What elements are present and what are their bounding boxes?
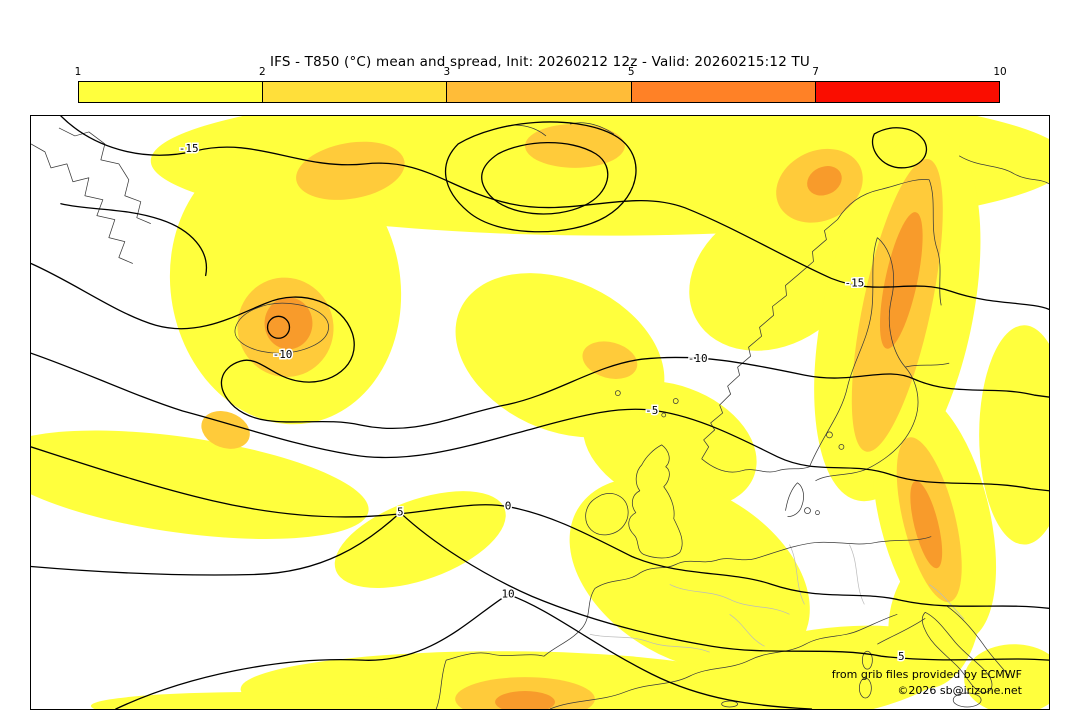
contour-labels: -15 -15 -10 -10 -5 0 5 5 10 xyxy=(177,140,906,664)
contour-line xyxy=(31,352,1049,492)
contour-label: -15 xyxy=(844,276,864,289)
legend-segment-1-2 xyxy=(79,82,264,102)
spread-blob xyxy=(296,141,405,200)
spread-blob xyxy=(979,325,1049,545)
contour-line xyxy=(481,142,609,215)
lake xyxy=(826,431,833,439)
spread-blob xyxy=(689,200,860,351)
spread-blob xyxy=(582,341,638,379)
legend-tick-5: 5 xyxy=(627,66,635,78)
border-line xyxy=(669,584,790,615)
legend-segment-3-5 xyxy=(447,82,632,102)
contour-label: -10 xyxy=(688,352,708,365)
coastline-orkney xyxy=(661,412,667,418)
coastline-island xyxy=(804,507,811,515)
legend-tick-10: 10 xyxy=(993,66,1007,78)
spread-blob xyxy=(964,644,1049,709)
spread-blob xyxy=(90,692,411,709)
coastline-adriatic xyxy=(946,606,1010,677)
spread-blob xyxy=(879,212,923,349)
contour-label: -15 xyxy=(179,142,199,155)
coastline-italy xyxy=(921,611,993,693)
coastline-genoa xyxy=(877,617,926,645)
legend-segment-5-7 xyxy=(631,82,816,102)
contour-line xyxy=(115,593,813,709)
coastline-continental-north xyxy=(594,536,932,589)
page-title: IFS - T850 (°C) mean and spread, Init: 2… xyxy=(269,54,811,70)
coastline-gulf-of-finland xyxy=(905,362,950,368)
coastline-denmark xyxy=(785,482,804,518)
coastline-biscay-iberia xyxy=(435,588,596,709)
spread-blob xyxy=(31,430,369,539)
coastline-faroes xyxy=(614,390,621,396)
contour-line xyxy=(31,262,1049,430)
coastline-iceland xyxy=(234,302,329,354)
contour-line xyxy=(31,446,1049,609)
contour-label: 0 xyxy=(505,500,512,513)
coastline-great-britain xyxy=(628,444,683,559)
coastline-barents xyxy=(958,155,1049,185)
credit-ecmwf: from grib files provided by ECMWF xyxy=(831,668,1022,681)
legend-segment-7-10 xyxy=(815,82,1000,102)
legend-segment-2-3 xyxy=(263,82,448,102)
contour-line xyxy=(31,511,1049,661)
coastlines xyxy=(31,122,1049,709)
contour-label: 5 xyxy=(397,506,404,519)
contour-label: -5 xyxy=(645,404,658,417)
spread-blob xyxy=(495,691,555,709)
contour-line xyxy=(60,203,208,277)
coastline-skagerrak xyxy=(701,458,810,473)
spread-high-group xyxy=(264,166,943,709)
contour-line xyxy=(60,116,1049,310)
weather-map-canvas: -15 -15 -10 -10 -5 0 5 5 10 xyxy=(31,116,1049,709)
coastline-ireland xyxy=(585,493,629,536)
spread-blob xyxy=(807,166,842,196)
contour-line xyxy=(444,121,637,233)
spread-blob xyxy=(201,411,250,449)
border-line xyxy=(729,614,765,647)
temperature-contours xyxy=(31,116,1049,709)
border-line xyxy=(789,544,805,605)
border-line xyxy=(849,544,865,605)
spread-blob xyxy=(582,380,757,509)
coastline-sicily xyxy=(952,692,982,708)
coastline-shetland xyxy=(672,398,679,404)
legend-tick-2: 2 xyxy=(259,66,266,78)
spread-blob xyxy=(569,476,810,673)
spread-blob xyxy=(910,481,943,569)
coastline-corsica xyxy=(861,650,873,670)
contour-label: -10 xyxy=(273,348,293,361)
coastline-norway xyxy=(701,219,838,460)
coastline-greenland xyxy=(58,127,151,224)
legend-ticks: 1 2 3 5 7 10 xyxy=(74,66,1007,81)
coastline-north-cape xyxy=(837,179,930,220)
lake xyxy=(838,444,845,450)
contour-line xyxy=(872,127,928,169)
weather-map: -15 -15 -10 -10 -5 0 5 5 10 xyxy=(30,115,1050,710)
spread-blob xyxy=(334,491,506,588)
coastline-balearics xyxy=(721,700,738,708)
contour-line xyxy=(266,315,291,339)
contour-label: 10 xyxy=(501,587,514,600)
legend-tick-7: 7 xyxy=(812,66,819,78)
coastline-mediterranean xyxy=(549,613,898,709)
border-line xyxy=(589,633,710,653)
contour-label: 5 xyxy=(898,650,905,663)
coastline-island xyxy=(815,510,820,516)
border-line xyxy=(929,584,965,620)
political-borders xyxy=(589,544,965,653)
coastline-sardinia xyxy=(858,677,872,699)
credit-copyright: ©2026 sb@irizone.net xyxy=(897,684,1022,697)
legend-tick-1: 1 xyxy=(74,66,82,78)
spread-legend: 1 2 3 5 7 10 xyxy=(74,66,1007,103)
legend-tick-3: 3 xyxy=(443,66,451,78)
coastline-greenland xyxy=(31,143,133,264)
legend-bar xyxy=(78,81,1000,103)
